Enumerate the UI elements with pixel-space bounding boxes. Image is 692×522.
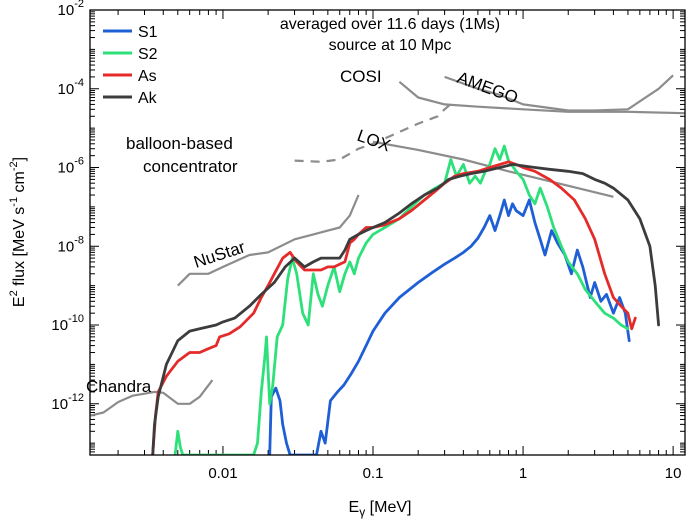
y-axis-label-sup2: -1 (8, 197, 20, 207)
subtitle-line2: source at 10 Mpc (329, 37, 452, 54)
legend-label: Ak (138, 90, 158, 107)
instrument-curve-chandra (90, 379, 214, 417)
y-tick-label: 10-12 (51, 392, 84, 413)
y-tick-exp: -6 (74, 156, 84, 168)
x-tick-label: 0.01 (208, 465, 237, 482)
series-line-s2 (173, 144, 630, 455)
cosi-label: COSI (340, 67, 382, 86)
x-tick-labels: 0.01 0.1 1 10 (208, 465, 681, 482)
axis-ticks (90, 10, 685, 456)
instrument-curve-cosi (398, 80, 685, 115)
y-tick-exp: -4 (74, 77, 84, 89)
x-tick-label: 1 (519, 465, 527, 482)
y-tick-base: 10 (51, 317, 68, 334)
y-axis-label-base: E (11, 296, 28, 307)
y-tick-base: 10 (58, 2, 75, 19)
instrument-curve-nustar (177, 194, 360, 287)
instrument-curve-amego (444, 74, 674, 112)
series-line-ak (151, 163, 660, 455)
y-axis-label-sup3: -2 (8, 161, 20, 171)
y-axis-label-sup: 2 (8, 290, 20, 296)
balloon-label-line2: concentrator (143, 157, 238, 176)
instrument-sensitivity-curves (90, 74, 685, 417)
y-tick-base: 10 (58, 238, 75, 255)
y-axis-label-mid: flux [MeV s (11, 207, 28, 291)
x-axis-label-unit: [MeV] (365, 499, 411, 516)
chandra-label: Chandra (86, 377, 152, 396)
y-tick-base: 10 (58, 81, 75, 98)
instrument-curve-lox (372, 140, 614, 198)
y-axis-label-end: ] (11, 157, 28, 161)
plot-frame (89, 9, 686, 456)
y-tick-exp: -12 (68, 392, 84, 404)
y-axis-label: E2 flux [MeV s-1 cm-2] (8, 157, 28, 307)
y-tick-label: 10-10 (51, 313, 84, 334)
y-tick-label: 10-4 (58, 77, 84, 98)
y-tick-exp: -8 (74, 234, 84, 246)
x-axis-label-base: E (349, 499, 360, 516)
y-tick-exp: -2 (74, 0, 84, 10)
legend-label: As (138, 68, 157, 85)
series-line-s1 (268, 198, 631, 455)
x-tick-label: 0.1 (363, 465, 384, 482)
balloon-label-line1: balloon-based (126, 134, 233, 153)
instrument-curve-balloon-based (294, 99, 456, 163)
x-tick-label: 10 (665, 465, 682, 482)
subtitle-line1: averaged over 11.6 days (1Ms) (280, 16, 500, 33)
y-axis-label-mid2: cm (11, 171, 28, 197)
y-tick-label: 10-8 (58, 234, 84, 255)
y-tick-exp: -10 (68, 313, 84, 325)
x-axis-label: Eγ [MeV] (349, 499, 412, 519)
y-tick-base: 10 (51, 396, 68, 413)
legend: S1 S2 As Ak (103, 24, 158, 107)
y-tick-label: 10-2 (58, 0, 84, 19)
legend-label: S1 (138, 24, 158, 41)
y-tick-label: 10-6 (58, 156, 84, 177)
legend-label: S2 (138, 46, 158, 63)
y-tick-base: 10 (58, 160, 75, 177)
plot-area-background (90, 10, 685, 455)
x-axis-label-sub: γ (359, 505, 365, 519)
data-series (151, 144, 660, 455)
